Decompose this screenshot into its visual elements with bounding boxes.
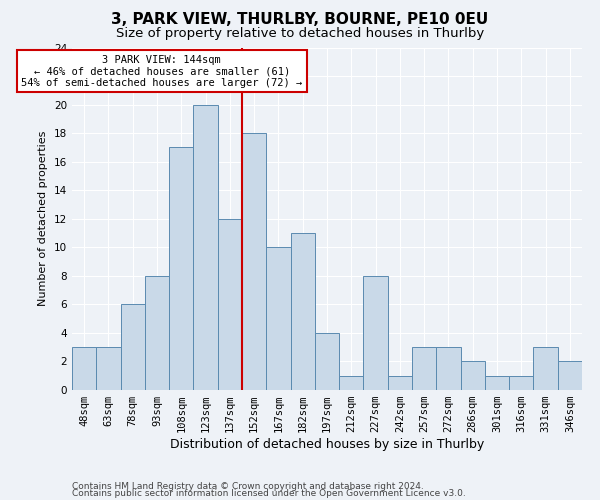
Bar xyxy=(412,347,436,390)
Bar xyxy=(96,347,121,390)
Bar xyxy=(339,376,364,390)
X-axis label: Distribution of detached houses by size in Thurlby: Distribution of detached houses by size … xyxy=(170,438,484,451)
Bar xyxy=(485,376,509,390)
Bar xyxy=(461,362,485,390)
Bar xyxy=(266,248,290,390)
Bar xyxy=(315,333,339,390)
Bar xyxy=(72,347,96,390)
Text: 3, PARK VIEW, THURLBY, BOURNE, PE10 0EU: 3, PARK VIEW, THURLBY, BOURNE, PE10 0EU xyxy=(112,12,488,28)
Y-axis label: Number of detached properties: Number of detached properties xyxy=(38,131,49,306)
Bar xyxy=(558,362,582,390)
Bar xyxy=(218,219,242,390)
Bar xyxy=(121,304,145,390)
Bar xyxy=(509,376,533,390)
Text: Contains public sector information licensed under the Open Government Licence v3: Contains public sector information licen… xyxy=(72,489,466,498)
Text: 3 PARK VIEW: 144sqm
← 46% of detached houses are smaller (61)
54% of semi-detach: 3 PARK VIEW: 144sqm ← 46% of detached ho… xyxy=(21,54,302,88)
Bar xyxy=(533,347,558,390)
Bar xyxy=(364,276,388,390)
Text: Size of property relative to detached houses in Thurlby: Size of property relative to detached ho… xyxy=(116,28,484,40)
Bar xyxy=(169,148,193,390)
Bar xyxy=(436,347,461,390)
Bar xyxy=(290,233,315,390)
Bar xyxy=(388,376,412,390)
Text: Contains HM Land Registry data © Crown copyright and database right 2024.: Contains HM Land Registry data © Crown c… xyxy=(72,482,424,491)
Bar xyxy=(145,276,169,390)
Bar xyxy=(242,133,266,390)
Bar xyxy=(193,104,218,390)
